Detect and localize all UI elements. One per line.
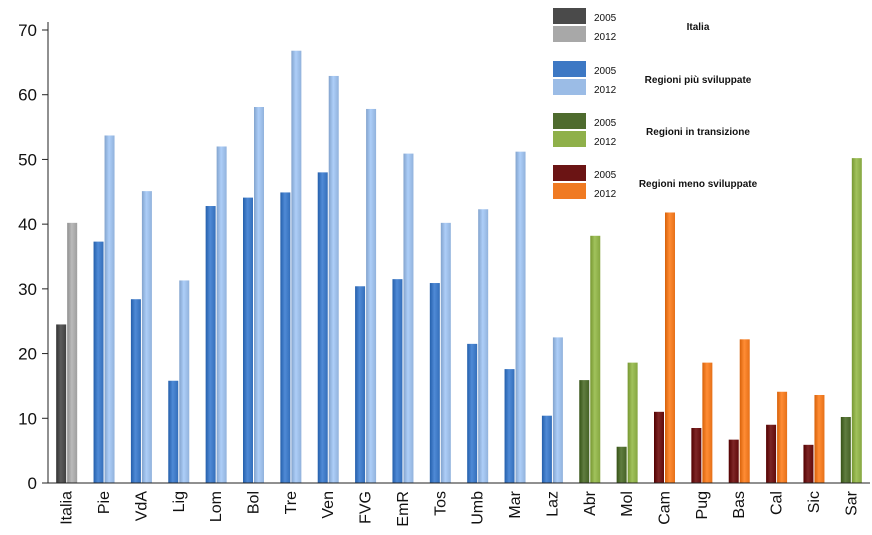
x-tick-label: EmR: [395, 491, 412, 527]
x-tick-label: Pug: [694, 491, 711, 519]
bar-2005-pug: [691, 427, 702, 483]
x-tick-label: Lig: [171, 491, 188, 512]
y-tick-label: 40: [18, 215, 37, 234]
legend-year-2005: 2005: [594, 13, 617, 24]
y-tick-label: 20: [18, 345, 37, 364]
bar-2005-sar: [840, 416, 851, 483]
y-tick-label: 0: [28, 474, 37, 493]
legend-swatch-2005: [553, 61, 586, 77]
bar-2005-bas: [728, 439, 739, 483]
x-tick-label: Bas: [731, 491, 748, 519]
legend-year-2005: 2005: [594, 66, 617, 77]
x-tick-label: VdA: [133, 491, 150, 522]
x-axis: Italia Pie VdA Lig Lom Bol Tre Ven FVG EmR Tos Umb M…: [48, 482, 870, 527]
x-tick-label: Mar: [507, 490, 524, 518]
bar-2012-pug: [702, 362, 713, 483]
y-axis: 0 10 20 30 40 50 60 70: [18, 21, 49, 493]
legend-swatch-2012: [553, 79, 586, 95]
legend-swatch-2012: [553, 183, 586, 199]
bar-2005-lom: [205, 206, 216, 483]
bar-2012-mar: [515, 151, 526, 484]
x-tick-label: Italia: [59, 491, 76, 525]
x-tick-label: Mol: [619, 491, 636, 517]
bar-2005-lig: [168, 380, 179, 483]
legend-year-2012: 2012: [594, 137, 617, 148]
bar-2012-cam: [665, 212, 675, 483]
legend-group-name: Italia: [687, 22, 710, 33]
x-tick-label: Cam: [657, 491, 674, 525]
legend-year-2012: 2012: [594, 32, 617, 43]
legend-group-name: Regioni più sviluppate: [645, 75, 752, 86]
bar-2012-tre: [291, 50, 302, 484]
bar-2005-sic: [803, 444, 814, 483]
x-tick-label: Sic: [806, 491, 823, 513]
y-tick-label: 30: [18, 280, 37, 299]
legend-year-2012: 2012: [594, 189, 617, 200]
bar-2005-bol: [243, 197, 253, 484]
bar-2005-mol: [616, 446, 627, 483]
bar-2012-emr: [403, 153, 414, 483]
bar-2012-sic: [814, 394, 825, 483]
bar-2005-cam: [654, 411, 664, 483]
bar-2012-laz: [552, 337, 563, 483]
legend-swatch-2012: [553, 131, 586, 147]
bar-2005-abr: [579, 380, 590, 483]
bar-2012-cal: [777, 391, 788, 483]
bar-2005-vda: [130, 299, 141, 483]
legend-swatch-2005: [553, 165, 586, 181]
bar-2012-bol: [254, 107, 264, 483]
x-tick-label: Laz: [544, 491, 561, 517]
bars: [56, 50, 862, 484]
bar-2012-ven: [328, 75, 339, 483]
x-tick-label: FVG: [358, 491, 375, 524]
x-tick-label: Abr: [582, 490, 599, 516]
y-tick-label: 10: [18, 409, 37, 428]
legend-year-2012: 2012: [594, 85, 617, 96]
legend: 2005 2012 Italia 2005 2012 Regioni più svilup…: [553, 8, 758, 200]
bar-2012-pie: [104, 135, 115, 483]
bar-2012-tos: [440, 222, 451, 483]
legend-swatch-2005: [553, 113, 586, 129]
x-tick-label: Tos: [432, 491, 449, 516]
legend-year-2005: 2005: [594, 170, 617, 181]
y-tick-label: 50: [18, 150, 37, 169]
x-tick-label: Umb: [470, 491, 487, 525]
bar-2005-pie: [93, 241, 104, 483]
legend-swatch-2012: [553, 26, 586, 42]
bar-2012-bas: [739, 339, 750, 483]
bar-2012-lom: [216, 146, 227, 483]
legend-year-2005: 2005: [594, 118, 617, 129]
x-tick-label: Tre: [283, 491, 300, 515]
legend-group-name: Regioni in transizione: [646, 127, 750, 138]
legend-swatch-2005: [553, 8, 586, 24]
bar-2012-fvg: [366, 108, 377, 484]
bar-2005-tre: [280, 192, 291, 483]
bar-2005-emr: [392, 279, 403, 483]
bar-2005-laz: [541, 415, 552, 483]
bar-2005-umb: [467, 343, 478, 483]
x-tick-label: Ven: [320, 491, 337, 519]
y-tick-label: 70: [18, 21, 37, 40]
bar-2012-vda: [141, 191, 152, 484]
x-tick-label: Cal: [769, 491, 786, 515]
bar-2012-lig: [179, 280, 190, 483]
bar-2005-fvg: [355, 286, 366, 483]
bar-2012-umb: [478, 209, 489, 483]
x-tick-label: Pie: [96, 491, 113, 514]
bar-2012-sar: [851, 158, 862, 484]
bar-2012-abr: [590, 235, 601, 483]
x-tick-label: Bol: [246, 491, 263, 514]
bar-2005-tos: [429, 283, 440, 483]
bar-2012-mol: [627, 362, 638, 483]
bar-2005-cal: [766, 424, 777, 483]
bar-2005-ven: [317, 172, 328, 483]
bar-2012-italia: [67, 222, 78, 483]
bar-2005-italia: [56, 324, 67, 483]
x-tick-label: Lom: [208, 491, 225, 522]
x-tick-label: Sar: [843, 490, 860, 516]
legend-group-name: Regioni meno sviluppate: [639, 179, 758, 190]
y-tick-label: 60: [18, 86, 37, 105]
bar-2005-mar: [504, 369, 515, 483]
